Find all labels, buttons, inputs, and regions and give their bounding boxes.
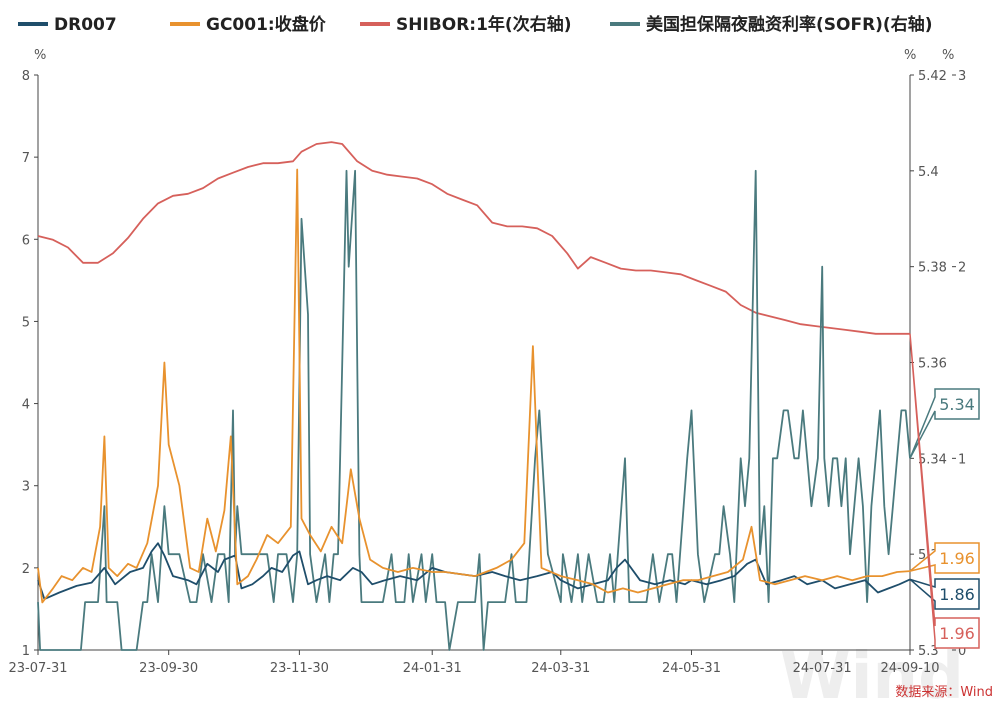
axis-units: %%% [34, 48, 954, 63]
right-tick-label: 5.3 [918, 644, 939, 659]
source-label: 数据来源：Wind [895, 685, 993, 700]
right-axis-unit: % [904, 48, 916, 63]
legend-label: SHIBOR:1年(次右轴) [396, 14, 571, 35]
left-tick-label: 6 [22, 233, 30, 248]
legend: DR007 GC001:收盘价 SHIBOR:1年(次右轴) 美国担保隔夜融资利率(S… [18, 14, 932, 35]
left-tick-label: 8 [22, 69, 30, 84]
end-value-label: 1.96 [939, 624, 975, 643]
x-tick-label: 24-03-31 [531, 661, 590, 676]
series-line [37, 169, 911, 651]
secondary-right-axis-unit: % [942, 48, 954, 63]
series-layer [37, 141, 911, 651]
right-tick-label: 5.42 [918, 69, 947, 84]
right-tick-label: 5.36 [918, 357, 947, 372]
end-value-callout [909, 578, 980, 610]
source-box: 数据来源：Wind [895, 685, 993, 700]
secondary-right-tick-label: 1 [958, 452, 966, 467]
series-line [37, 168, 911, 604]
end-value-callout [909, 333, 980, 649]
left-tick-label: 5 [22, 315, 30, 330]
right-tick-label: 5.4 [918, 165, 939, 180]
x-tick-label: 24-05-31 [662, 661, 721, 676]
left-tick-label: 2 [22, 562, 30, 577]
left-tick-label: 4 [22, 398, 30, 413]
x-tick-label: 24-07-31 [793, 661, 852, 676]
end-value-callout [909, 542, 980, 574]
right-tick-label: 5.34 [918, 452, 947, 467]
x-tick-label: 23-09-30 [139, 661, 198, 676]
secondary-right-tick-label: 2 [958, 261, 966, 276]
end-value-label: 5.34 [939, 395, 975, 414]
end-value-callout [909, 388, 980, 459]
secondary-right-tick-label: 0 [958, 644, 966, 659]
left-tick-label: 7 [22, 151, 30, 166]
end-value-label: 1.96 [939, 549, 975, 568]
end-labels: 5.34 1.96 1.86 1.96 [909, 333, 980, 649]
right-tick-label: 5.38 [918, 261, 947, 276]
x-tick-label: 24-01-31 [403, 661, 462, 676]
legend-label: 美国担保隔夜融资利率(SOFR)(右轴) [646, 14, 932, 35]
legend-label: DR007 [54, 15, 117, 35]
left-tick-label: 1 [22, 644, 30, 659]
x-tick-label: 23-11-30 [270, 661, 329, 676]
x-tick-label: 23-07-31 [8, 661, 67, 676]
x-tick-label: 24-09-10 [880, 661, 939, 676]
watermark-text: Wind [780, 640, 964, 704]
left-tick-label: 3 [22, 480, 30, 495]
series-line [37, 141, 910, 335]
secondary-right-tick-label: 3 [958, 69, 966, 84]
left-axis-unit: % [34, 48, 46, 63]
watermark: Wind [780, 640, 964, 704]
legend-label: GC001:收盘价 [206, 14, 327, 35]
end-value-label: 1.86 [939, 585, 975, 604]
